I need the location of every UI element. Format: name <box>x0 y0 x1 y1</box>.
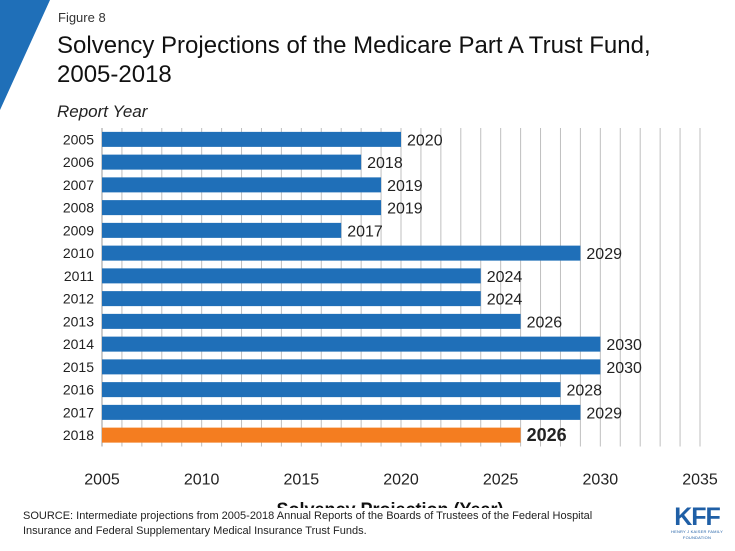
x-tick-label-2030: 2030 <box>583 472 619 489</box>
data-label-2014: 2030 <box>606 337 642 354</box>
y-tick-label-2010: 2010 <box>63 245 94 261</box>
y-tick-label-2009: 2009 <box>63 222 94 238</box>
kff-logo: KFF HENRY J KAISER FAMILY FOUNDATION <box>670 505 724 541</box>
data-label-2018: 2026 <box>527 425 567 445</box>
bar-2014 <box>102 336 601 352</box>
bar-2005 <box>102 131 401 147</box>
bar-2006 <box>102 154 362 170</box>
y-tick-label-2005: 2005 <box>63 131 94 147</box>
data-label-2015: 2030 <box>606 360 642 377</box>
x-tick-label-2015: 2015 <box>284 472 320 489</box>
y-tick-label-2011: 2011 <box>64 268 94 284</box>
x-tick-label-2020: 2020 <box>383 472 419 489</box>
source-note: SOURCE: Intermediate projections from 20… <box>23 510 593 537</box>
y-tick-label-2018: 2018 <box>63 427 94 443</box>
y-tick-label-2015: 2015 <box>63 359 94 375</box>
y-tick-label-2016: 2016 <box>63 382 94 398</box>
data-label-2007: 2019 <box>387 178 423 195</box>
bar-2018 <box>102 427 521 443</box>
x-tick-label-2005: 2005 <box>84 472 120 489</box>
corner-accent-triangle <box>0 0 50 110</box>
x-axis-label: Solvency Projection (Year) <box>276 500 503 509</box>
bar-2008 <box>102 200 382 216</box>
figure-label: Figure 8 <box>58 10 106 25</box>
bar-2016 <box>102 382 561 398</box>
data-label-2013: 2026 <box>527 314 563 331</box>
data-label-2017: 2029 <box>586 405 622 422</box>
y-tick-label-2014: 2014 <box>63 336 94 352</box>
y-tick-label-2017: 2017 <box>63 404 94 420</box>
y-tick-label-2007: 2007 <box>63 177 94 193</box>
data-label-2010: 2029 <box>586 246 622 263</box>
kff-logo-subtext: HENRY J KAISER FAMILY FOUNDATION <box>671 529 723 540</box>
bar-2009 <box>102 222 342 238</box>
data-label-2016: 2028 <box>566 383 602 400</box>
corner-accent-polygon <box>0 0 50 110</box>
y-axis-label: Report Year <box>57 102 149 121</box>
bar-2017 <box>102 404 581 420</box>
bar-2011 <box>102 268 481 284</box>
data-label-2012: 2024 <box>487 292 523 309</box>
bar-2010 <box>102 245 581 261</box>
bar-2012 <box>102 291 481 307</box>
data-label-2008: 2019 <box>387 201 423 218</box>
corner-accent-shape <box>0 0 50 110</box>
x-tick-label-2035: 2035 <box>682 472 718 489</box>
y-tick-label-2013: 2013 <box>63 313 94 329</box>
bar-2015 <box>102 359 601 375</box>
y-tick-label-2006: 2006 <box>63 154 94 170</box>
data-label-2005: 2020 <box>407 132 443 149</box>
y-tick-label-2012: 2012 <box>63 291 94 307</box>
bar-2013 <box>102 313 521 329</box>
data-label-2006: 2018 <box>367 155 403 172</box>
kff-logo-text: KFF <box>674 503 721 531</box>
data-label-2011: 2024 <box>487 269 523 286</box>
x-tick-label-2025: 2025 <box>483 472 519 489</box>
solvency-bar-chart: Report Year 2005 2020 2006 2018 2007 2019 2008 2… <box>57 102 718 509</box>
data-label-2009: 2017 <box>347 223 383 240</box>
y-tick-label-2008: 2008 <box>63 200 94 216</box>
chart-title: Solvency Projections of the Medicare Par… <box>57 32 651 88</box>
x-tick-label-2010: 2010 <box>184 472 220 489</box>
bar-2007 <box>102 177 382 193</box>
